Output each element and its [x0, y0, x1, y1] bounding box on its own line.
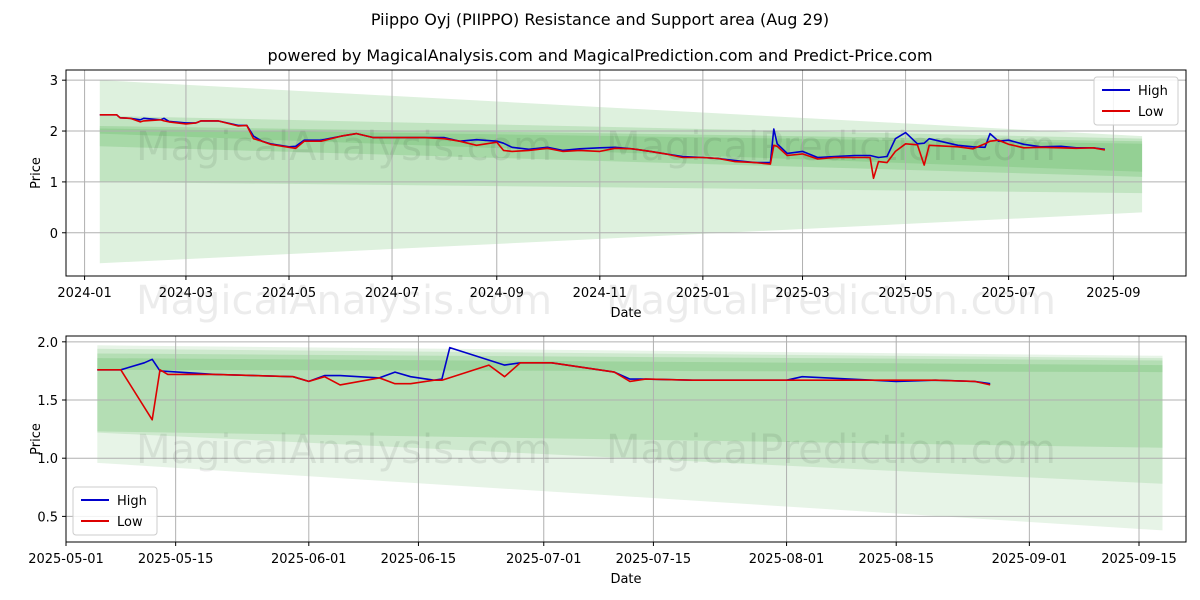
x-tick-label: 2025-07-01	[506, 552, 582, 567]
y-tick-label: 1	[50, 176, 58, 191]
x-tick-label: 2025-09-15	[1101, 552, 1177, 567]
watermark-analysis: MagicalAnalysis.com	[136, 124, 552, 170]
support-resistance-band	[99, 125, 1143, 177]
legend-label-high: High	[117, 494, 147, 509]
watermark-prediction: MagicalPrediction.com	[606, 124, 1056, 170]
y-axis-label: Price	[29, 157, 44, 189]
support-resistance-band	[99, 128, 1143, 172]
x-tick-label: 2025-08-01	[749, 552, 825, 567]
x-tick-label: 2024-05	[262, 286, 316, 301]
chart-subtitle: powered by MagicalAnalysis.com and Magic…	[267, 46, 933, 65]
chart-title: Piippo Oyj (PIIPPO) Resistance and Suppo…	[370, 10, 830, 29]
x-tick-label: 2025-09-01	[992, 552, 1068, 567]
support-resistance-band	[99, 80, 1143, 264]
plot-frame	[65, 335, 1187, 543]
x-axis-label: Date	[610, 572, 641, 587]
y-tick-label: 1.0	[37, 452, 58, 467]
y-tick-label: 3	[50, 74, 58, 89]
legend-label-low: Low	[117, 515, 143, 530]
x-tick-label: 2025-03	[775, 286, 829, 301]
y-tick-label: 0.5	[37, 510, 58, 525]
x-tick-label: 2025-05-15	[138, 552, 214, 567]
watermark-analysis: MagicalAnalysis.com	[136, 427, 552, 473]
y-tick-label: 2	[50, 125, 58, 140]
watermark-prediction: MagicalPrediction.com	[606, 427, 1056, 473]
x-tick-label: 2025-06-15	[381, 552, 457, 567]
x-tick-label: 2025-05-01	[28, 552, 104, 567]
legend-label-low: Low	[1138, 105, 1164, 120]
x-tick-label: 2024-11	[573, 286, 627, 301]
watermark-analysis: MagicalAnalysis.com	[136, 278, 552, 324]
legend-label-high: High	[1138, 84, 1168, 99]
x-tick-label: 2025-06-01	[271, 552, 347, 567]
x-tick-label: 2025-08-15	[858, 552, 934, 567]
legend: High Low	[72, 486, 158, 536]
x-tick-label: 2024-01	[57, 286, 111, 301]
x-tick-label: 2024-09	[470, 286, 524, 301]
x-tick-label: 2025-01	[676, 286, 730, 301]
y-tick-label: 1.5	[37, 394, 58, 409]
x-tick-label: 2024-03	[159, 286, 213, 301]
y-tick-label: 0	[50, 227, 58, 242]
y-tick-label: 2.0	[37, 336, 58, 351]
x-tick-label: 2025-07	[981, 286, 1035, 301]
x-tick-label: 2025-09	[1086, 286, 1140, 301]
x-tick-label: 2024-07	[365, 286, 419, 301]
chart-panel-2: 2025-05-01 2025-05-15 2025-06-01 2025-06-15…	[28, 335, 1187, 587]
chart-panel-1: 2024-01 2024-03 2024-05 2024-07 2024-09 2024-…	[29, 69, 1187, 324]
x-axis-label: Date	[610, 306, 641, 321]
legend: High Low	[1093, 76, 1179, 126]
y-axis-label: Price	[29, 423, 44, 455]
watermark-prediction: MagicalPrediction.com	[606, 278, 1056, 324]
x-tick-label: 2025-05	[878, 286, 932, 301]
plot-frame	[65, 69, 1187, 277]
series-line-low	[99, 114, 1106, 180]
series-line-low	[97, 361, 991, 421]
x-tick-label: 2025-07-15	[616, 552, 692, 567]
